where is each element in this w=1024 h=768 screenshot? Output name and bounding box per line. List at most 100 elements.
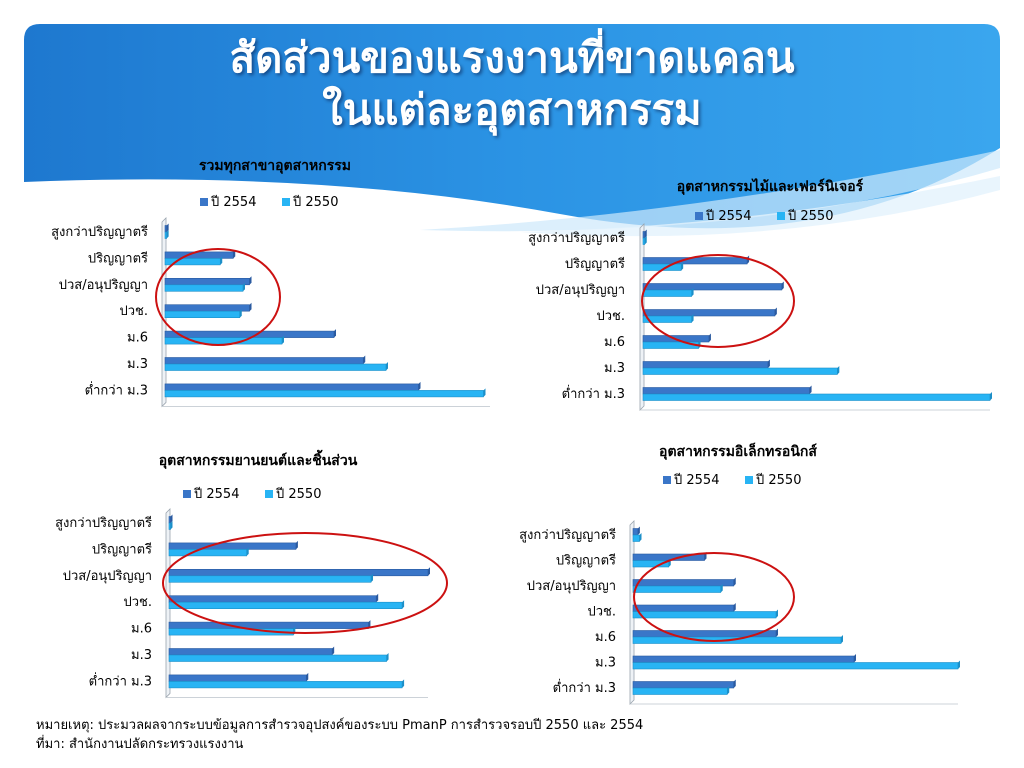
legend-label-2554: ปี 2554 — [210, 194, 256, 210]
bar-end-2554 — [747, 255, 750, 264]
legend-label-2550: ปี 2550 — [755, 472, 801, 488]
category-label: ต่ำกว่า ม.3 — [553, 679, 616, 696]
bar-end-2554 — [781, 281, 784, 290]
bar-2554 — [168, 595, 377, 603]
category-label: ต่ำกว่า ม.3 — [89, 672, 152, 689]
bar-2550 — [632, 534, 640, 542]
bar-end-2554 — [733, 603, 736, 612]
bar-2550 — [642, 289, 692, 297]
category-label: ม.3 — [131, 648, 152, 663]
bar-2550 — [168, 654, 387, 662]
category-label: ม.6 — [604, 335, 625, 350]
legend-swatch-2550 — [777, 212, 785, 220]
chart-title: อุตสาหกรรมไม้และเฟอร์นิเจอร์ — [677, 177, 864, 195]
bar-2550 — [168, 522, 171, 530]
slide-footnote: หมายเหตุ: ประมวลผลจากระบบข้อมูลการสำรวจอ… — [36, 716, 643, 754]
bar-2554 — [168, 674, 307, 682]
legend-label-2550: ปี 2550 — [275, 486, 321, 502]
bar-end-2550 — [483, 388, 486, 397]
category-label: ปริญญาตรี — [565, 256, 625, 272]
legend-swatch-2554 — [200, 198, 208, 206]
bar-2554 — [642, 231, 646, 239]
bar-2554 — [642, 361, 769, 369]
category-label: ปวช. — [119, 304, 148, 319]
chart-title: อุตสาหกรรมยานยนต์และชิ้นส่วน — [159, 449, 358, 469]
chart-panel-all-industries: รวมทุกสาขาอุตสาหกรรม ปี 2554 ปี 2550 สูงกว่… — [0, 150, 512, 420]
bar-2554 — [632, 528, 639, 536]
bar-2550 — [632, 662, 959, 670]
bar-end-2550 — [837, 366, 840, 375]
bar-2550 — [642, 341, 699, 349]
bar-2554 — [168, 621, 369, 629]
bar-2550 — [168, 575, 372, 583]
category-label: ปวช. — [587, 605, 616, 620]
bar-2550 — [632, 585, 722, 593]
chart-panel-electronics: อุตสาหกรรมอิเล็กทรอนิกส์ ปี 2554 ปี 2550 สู… — [512, 425, 1024, 710]
bar-2554 — [168, 569, 429, 577]
chart-wood-furniture: อุตสาหกรรมไม้และเฟอร์นิเจอร์ปี 2554 ปี 25… — [528, 177, 992, 411]
bar-2550 — [168, 601, 403, 609]
bar-end-2550 — [776, 609, 778, 618]
bar-2550 — [164, 258, 221, 266]
footnote-note: หมายเหตุ: ประมวลผลจากระบบข้อมูลการสำรวจอ… — [36, 718, 644, 733]
bar-end-2554 — [306, 672, 309, 682]
bar-2550 — [168, 628, 294, 636]
bar-end-2554 — [637, 526, 640, 535]
bar-end-2550 — [958, 660, 960, 669]
bar-2554 — [164, 278, 250, 286]
category-label: ปริญญาตรี — [556, 553, 616, 569]
bar-end-2554 — [809, 385, 812, 394]
legend-swatch-2554 — [695, 212, 703, 220]
bar-end-2550 — [166, 230, 169, 239]
bar-end-2554 — [249, 302, 252, 312]
bar-2554 — [632, 681, 735, 689]
bar-2554 — [632, 655, 855, 663]
category-label: ปริญญาตรี — [92, 541, 152, 557]
chart-title: อุตสาหกรรมอิเล็กทรอนิกส์ — [659, 442, 817, 460]
bar-end-2554 — [733, 679, 736, 688]
bar-end-2550 — [170, 521, 173, 530]
bar-2550 — [164, 337, 283, 345]
bar-end-2554 — [854, 654, 856, 663]
bar-2554 — [642, 309, 776, 317]
category-label: ม.3 — [127, 357, 148, 372]
legend-swatch-2550 — [282, 198, 290, 206]
bar-2554 — [164, 383, 419, 391]
bar-end-2554 — [166, 223, 169, 232]
category-label: ปริญญาตรี — [88, 250, 148, 266]
bar-2554 — [164, 304, 250, 312]
category-label: สูงกว่าปริญญาตรี — [528, 230, 625, 246]
category-label: ปวส/อนุปริญญา — [527, 579, 616, 594]
legend-label-2550: ปี 2550 — [292, 194, 338, 210]
bar-2550 — [642, 237, 646, 245]
category-label: ปวส/อนุปริญญา — [536, 283, 625, 298]
footnote-source: ที่มา: สำนักงานปลัดกระทรวงแรงงาน — [36, 737, 244, 752]
legend-swatch-2554 — [183, 490, 191, 498]
bar-2550 — [632, 611, 777, 619]
bar-end-2554 — [295, 540, 298, 550]
bar-2554 — [164, 357, 364, 365]
bar-2554 — [632, 579, 735, 587]
slide-title-line-2: ในแต่ละอุตสาหกรรม — [322, 85, 702, 134]
category-label: ต่ำกว่า ม.3 — [85, 381, 148, 398]
bar-2554 — [164, 225, 167, 233]
legend-label-2554: ปี 2554 — [705, 208, 751, 224]
category-label: ปวช. — [123, 595, 152, 610]
category-label: ม.3 — [604, 361, 625, 376]
bar-end-2554 — [418, 381, 421, 391]
chart-electronics: อุตสาหกรรมอิเล็กทรอนิกส์ปี 2554 ปี 2550 สู… — [519, 442, 960, 705]
chart-panel-automotive: อุตสาหกรรมยานยนต์และชิ้นส่วน ปี 2554 ปี 25… — [0, 440, 512, 700]
category-label: ม.3 — [595, 656, 616, 671]
category-label: สูงกว่าปริญญาตรี — [51, 224, 148, 240]
bar-end-2554 — [233, 249, 236, 259]
category-label: สูงกว่าปริญญาตรี — [519, 527, 616, 543]
bar-2550 — [168, 681, 403, 689]
legend-label-2550: ปี 2550 — [787, 208, 833, 224]
legend-swatch-2554 — [663, 476, 671, 484]
bar-2550 — [164, 363, 387, 371]
slide-title: สัดส่วนของแรงงานที่ขาดแคลน ในแต่ละอุตสาห… — [0, 32, 1024, 136]
bar-end-2554 — [767, 359, 770, 368]
bar-2550 — [642, 263, 682, 271]
bar-end-2550 — [841, 635, 843, 644]
bar-2550 — [168, 549, 247, 557]
